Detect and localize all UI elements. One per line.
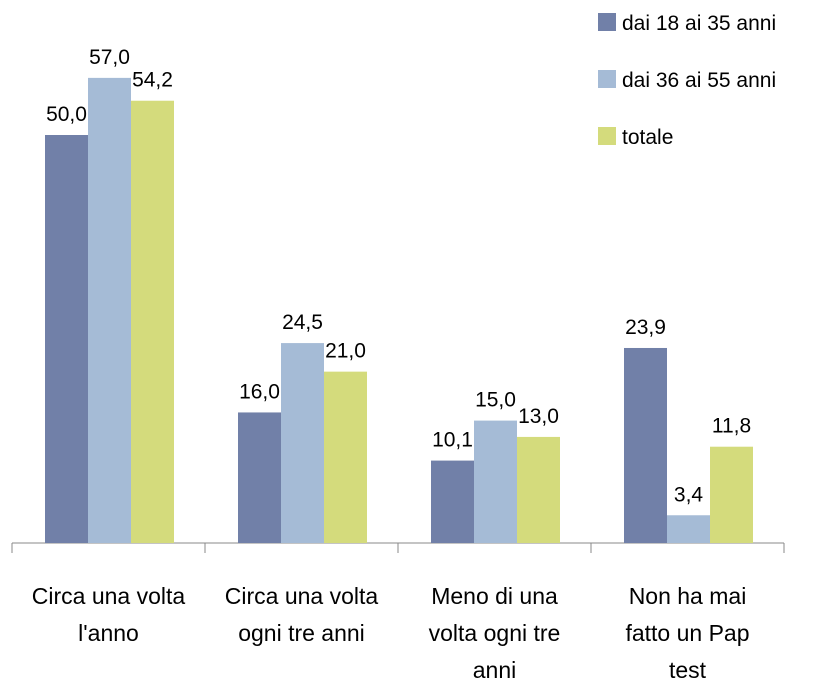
data-label: 3,4 (674, 483, 704, 506)
legend-label: dai 18 ai 35 anni (622, 12, 776, 35)
legend-swatch (598, 70, 616, 88)
data-label: 11,8 (712, 415, 751, 438)
data-label: 54,2 (132, 69, 173, 92)
data-label: 23,9 (625, 316, 666, 339)
legend-label: dai 36 ai 55 anni (622, 69, 776, 92)
bar (624, 347, 667, 543)
data-label: 16,0 (239, 380, 280, 403)
legend-swatch (598, 127, 616, 145)
x-tick-label: Circa una volta ogni tre anni (224, 583, 379, 646)
data-label: 13,0 (518, 405, 559, 428)
data-label: 15,0 (475, 389, 516, 412)
legend-label: totale (622, 126, 673, 149)
legend-swatch (598, 13, 616, 31)
bar (324, 371, 367, 543)
data-label: 24,5 (282, 311, 323, 334)
bar (431, 460, 474, 543)
x-tick-label: Circa una volta l'anno (31, 583, 186, 646)
bar (45, 135, 88, 543)
bar (667, 515, 710, 543)
bar (474, 420, 517, 543)
bar (131, 100, 174, 543)
bar (88, 77, 131, 543)
bar (281, 343, 324, 543)
data-label: 50,0 (46, 103, 87, 126)
x-tick-label: Non ha mai fatto un Pap test (625, 583, 750, 683)
x-tick-label: Meno di una volta ogni tre anni (428, 583, 561, 683)
data-label: 10,1 (432, 429, 473, 452)
data-label: 57,0 (89, 46, 130, 69)
data-label: 21,0 (325, 340, 366, 363)
bar (517, 436, 560, 543)
bar (710, 446, 753, 543)
bar (238, 412, 281, 543)
